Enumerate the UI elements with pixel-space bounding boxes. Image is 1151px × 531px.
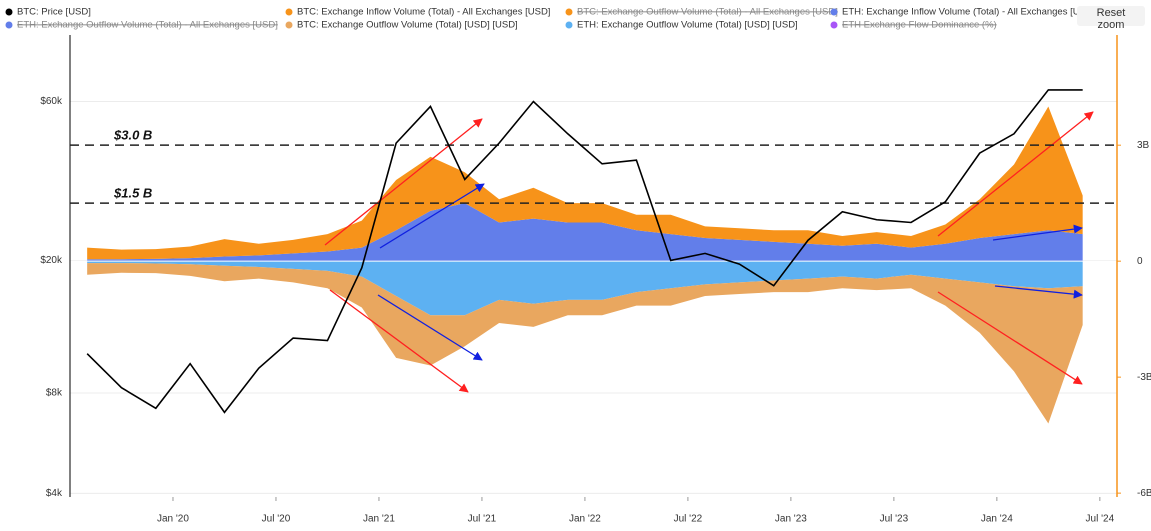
legend: BTC: Price [USD] BTC: Exchange Inflow Vol… — [5, 7, 1095, 31]
x-tick-label: Jan '24 — [981, 514, 1013, 525]
legend-marker — [285, 21, 293, 29]
x-tick-label: Jul '24 — [1086, 514, 1115, 525]
y2-tick-label: 3B — [1137, 140, 1150, 151]
y-tick-label: $60k — [40, 96, 63, 107]
annotation: $3.0 B — [113, 128, 152, 143]
x-tick-label: Jul '22 — [674, 514, 703, 525]
x-tick-label: Jul '21 — [468, 514, 497, 525]
area — [87, 203, 1083, 262]
x-tick-label: Jan '23 — [775, 514, 807, 525]
legend-marker — [565, 8, 573, 16]
arrow — [379, 183, 485, 249]
legend-marker — [830, 8, 838, 16]
arrow — [377, 294, 483, 361]
arrow — [324, 118, 483, 246]
arrow — [937, 291, 1083, 385]
legend-marker — [565, 21, 573, 29]
reset-zoom[interactable]: Reset zoom — [1077, 6, 1145, 31]
arrow — [992, 224, 1083, 241]
y-tick-label: $4k — [46, 488, 63, 499]
x-tick-label: Jan '22 — [569, 514, 601, 525]
legend-marker — [5, 8, 13, 16]
legend-label: ETH: Exchange Outflow Volume (Total) [US… — [577, 20, 798, 31]
legend-label: BTC: Exchange Inflow Volume (Total) - Al… — [297, 7, 550, 18]
legend-label: BTC: Price [USD] — [17, 7, 91, 18]
x-tick-label: Jan '20 — [157, 514, 189, 525]
y2-tick-label: 0 — [1137, 256, 1143, 267]
area — [87, 261, 1083, 316]
legend-marker — [5, 21, 13, 29]
legend-label: BTC: Exchange Outflow Volume (Total) [US… — [297, 20, 518, 31]
arrows — [324, 111, 1094, 393]
legend-label: ETH: Exchange Inflow Volume (Total) - Al… — [842, 7, 1095, 18]
legend-marker — [285, 8, 293, 16]
legend-marker — [830, 21, 838, 29]
arrow — [329, 289, 469, 393]
x-tick-label: Jul '20 — [262, 514, 291, 525]
annotation: $1.5 B — [113, 186, 152, 201]
x-tick-label: Jan '21 — [363, 514, 395, 525]
plot — [70, 100, 1117, 494]
legend-label: ETH: Exchange Outflow Volume (Total) - A… — [17, 20, 278, 31]
y-tick-label: $8k — [46, 388, 63, 399]
arrow — [994, 285, 1083, 299]
y2-tick-label: -3B — [1137, 372, 1151, 383]
y-tick-label: $20k — [40, 255, 63, 266]
y2-tick-label: -6B — [1137, 488, 1151, 499]
arrow — [937, 111, 1094, 237]
price-line — [86, 89, 1083, 414]
legend-label: BTC: Exchange Outflow Volume (Total) - A… — [577, 7, 838, 18]
legend-label: ETH Exchange Flow Dominance (%) — [842, 20, 997, 31]
x-tick-label: Jul '23 — [880, 514, 909, 525]
